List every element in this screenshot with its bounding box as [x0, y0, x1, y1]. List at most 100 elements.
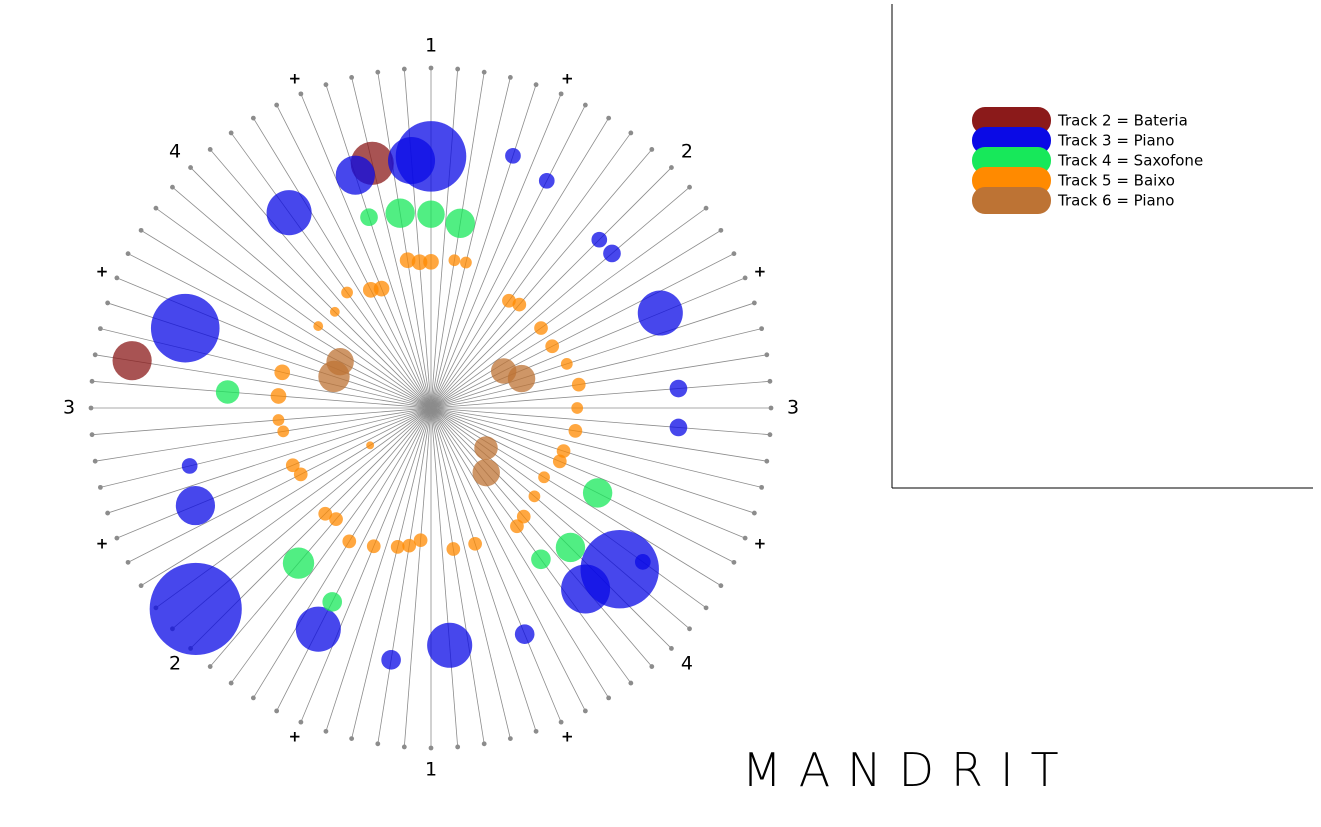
spoke-dot	[455, 744, 461, 750]
offbeat-label: +	[96, 262, 109, 280]
spoke-line	[140, 407, 432, 586]
spoke-dot	[759, 484, 765, 490]
bubble-track-5	[528, 490, 541, 503]
bubble-track-6	[472, 458, 500, 487]
spoke-line	[430, 117, 609, 409]
spoke-dot	[92, 458, 98, 464]
spoke-dot	[582, 102, 588, 108]
bubble-track-5	[448, 254, 461, 267]
spoke-line	[430, 407, 562, 723]
bubble-track-5	[413, 533, 428, 548]
spoke-dot	[97, 326, 103, 332]
bubble-track-3	[266, 190, 312, 236]
offbeat-label: +	[288, 70, 301, 88]
spoke-line	[209, 149, 432, 409]
bubble-track-5	[399, 252, 416, 269]
bubble-track-3	[381, 650, 401, 670]
beat-label: 4	[169, 141, 181, 163]
spoke-dot	[455, 66, 461, 72]
beat-label: 3	[63, 397, 75, 419]
spoke-line	[430, 407, 511, 739]
beat-label: 4	[681, 652, 693, 674]
spoke-dot	[628, 680, 634, 686]
spoke-line	[95, 407, 432, 462]
spoke-dot	[742, 275, 748, 281]
bubble-track-3	[295, 606, 341, 652]
spoke-dot	[298, 91, 304, 97]
spoke-line	[172, 186, 432, 409]
bubble-track-4	[417, 200, 445, 228]
chart-title: MANDRIT	[742, 743, 1076, 797]
spoke-dot	[558, 719, 564, 725]
spoke-line	[430, 186, 690, 409]
spoke-line	[325, 84, 432, 409]
spoke-line	[127, 407, 432, 563]
spoke-dot	[114, 535, 120, 541]
bubble-track-5	[390, 539, 405, 554]
bubble-track-3	[669, 418, 688, 437]
spoke-dot	[138, 227, 144, 233]
bubble-track-4	[215, 380, 240, 404]
spoke-line	[351, 77, 432, 409]
bubble-track-3	[603, 244, 621, 263]
spoke-line	[276, 104, 432, 409]
spoke-dot	[105, 300, 111, 306]
spoke-dot	[731, 251, 737, 257]
spoke-line	[253, 407, 432, 699]
spoke-line	[300, 93, 432, 409]
beat-label: 2	[681, 141, 693, 163]
spoke-line	[430, 253, 735, 409]
spoke-line	[430, 407, 459, 747]
bubble-track-5	[545, 339, 560, 354]
bubble-track-3	[637, 290, 683, 336]
spoke-line	[430, 407, 485, 744]
beat-label: 1	[425, 35, 437, 57]
spoke-dot	[759, 326, 765, 332]
spoke-line	[430, 207, 707, 409]
bubble-track-5	[277, 425, 290, 438]
spoke-line	[430, 167, 672, 409]
spoke-line	[430, 407, 653, 667]
bubble-track-5	[516, 509, 531, 524]
bubble-track-5	[313, 321, 324, 331]
bubble-track-4	[385, 198, 415, 228]
bubble-track-5	[285, 458, 300, 473]
spoke-line	[430, 328, 762, 409]
legend: Track 2 = Bateria Track 3 = Piano Track 4 …	[972, 107, 1203, 214]
bubble-track-6	[318, 360, 350, 393]
spoke-dot	[274, 708, 280, 714]
spoke-line	[430, 69, 459, 409]
spoke-dot	[533, 82, 539, 88]
spoke-dot	[138, 583, 144, 589]
bubble-track-5	[318, 506, 333, 521]
spoke-line	[430, 407, 690, 630]
spoke-dot	[481, 741, 487, 747]
spoke-line	[430, 132, 632, 409]
spoke-dot	[687, 184, 692, 190]
spoke-dot	[703, 605, 709, 611]
spoke-line	[253, 117, 432, 409]
bubble-track-3	[175, 485, 216, 526]
spoke-line	[430, 407, 632, 684]
spoke-line	[100, 407, 432, 488]
spoke-dot	[170, 184, 175, 190]
spoke-dot	[207, 664, 213, 669]
legend-label: Track 2 = Bateria	[1057, 112, 1188, 130]
spoke-dot	[669, 646, 674, 651]
spoke-dot	[323, 82, 329, 88]
spoke-line	[377, 72, 432, 409]
spoke-line	[430, 84, 537, 409]
bubble-track-5	[272, 414, 285, 426]
spoke-dot	[92, 352, 98, 358]
spoke-line	[430, 230, 722, 409]
spoke-dot	[649, 147, 655, 152]
bubble-track-5	[510, 519, 524, 534]
bubble-track-5	[538, 471, 550, 484]
bubble-track-5	[468, 536, 482, 551]
bubble-track-3	[580, 529, 659, 609]
bubble-track-3	[335, 155, 375, 195]
spoke-dot	[768, 405, 774, 411]
bubble-track-5	[293, 467, 308, 482]
bubble-track-5	[274, 364, 291, 381]
bubble-track-3	[669, 379, 688, 398]
